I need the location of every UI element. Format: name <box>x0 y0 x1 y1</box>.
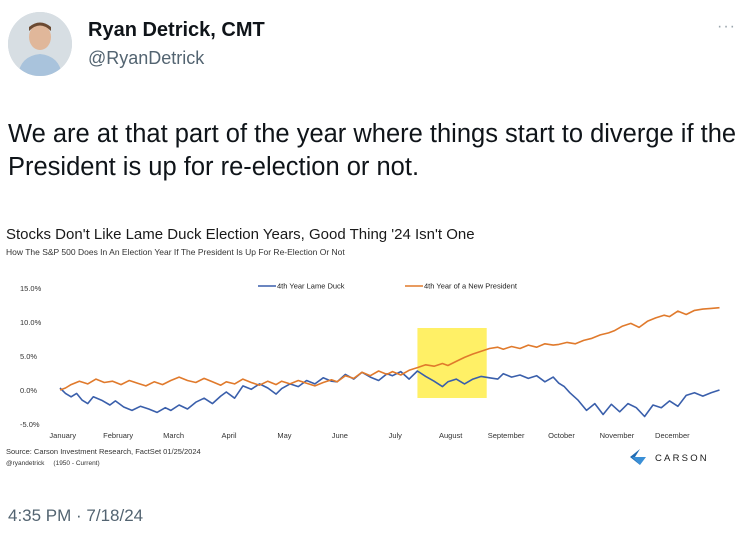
author-name[interactable]: Ryan Detrick, CMT <box>88 19 265 41</box>
avatar[interactable] <box>8 12 72 76</box>
y-tick-label: 15.0% <box>20 284 42 293</box>
x-tick-label: August <box>439 431 463 440</box>
x-tick-label: July <box>389 431 403 440</box>
x-tick-label: January <box>49 431 76 440</box>
y-tick-label: 10.0% <box>20 318 42 327</box>
line-chart: Stocks Don't Like Lame Duck Election Yea… <box>6 226 720 467</box>
x-tick-label: April <box>222 431 237 440</box>
chart-title: Stocks Don't Like Lame Duck Election Yea… <box>6 226 475 243</box>
source-text: Source: Carson Investment Research, Fact… <box>6 447 201 456</box>
y-tick-label: 5.0% <box>20 352 37 361</box>
chart-subtitle: How The S&P 500 Does In An Election Year… <box>6 247 345 257</box>
x-tick-label: March <box>163 431 184 440</box>
x-tick-label: June <box>332 431 348 440</box>
x-tick-label: February <box>103 431 133 440</box>
x-tick-label: October <box>548 431 575 440</box>
legend-label: 4th Year Lame Duck <box>277 282 345 291</box>
y-tick-label: 0.0% <box>20 386 37 395</box>
series-line <box>59 370 720 418</box>
brand-name: CARSON <box>655 453 709 464</box>
x-tick-label: May <box>277 431 291 440</box>
x-tick-label: September <box>488 431 525 440</box>
credit-text: @ryandetrick (1950 - Current) <box>6 460 100 467</box>
legend: 4th Year Lame Duck 4th Year of a New Pres… <box>258 282 518 291</box>
tweet-text: We are at that part of the year where th… <box>8 120 737 181</box>
y-tick-label: -5.0% <box>20 420 40 429</box>
carson-logo: CARSON <box>630 449 709 465</box>
legend-label: 4th Year of a New President <box>424 282 518 291</box>
x-tick-label: December <box>655 431 690 440</box>
more-icon[interactable]: ··· <box>717 18 736 35</box>
author-handle[interactable]: @RyanDetrick <box>88 48 205 68</box>
chart-image[interactable]: Stocks Don't Like Lame Duck Election Yea… <box>0 218 750 480</box>
series-line <box>59 306 720 391</box>
x-tick-label: November <box>600 431 635 440</box>
timestamp[interactable]: 4:35 PM · 7/18/24 <box>8 506 144 525</box>
